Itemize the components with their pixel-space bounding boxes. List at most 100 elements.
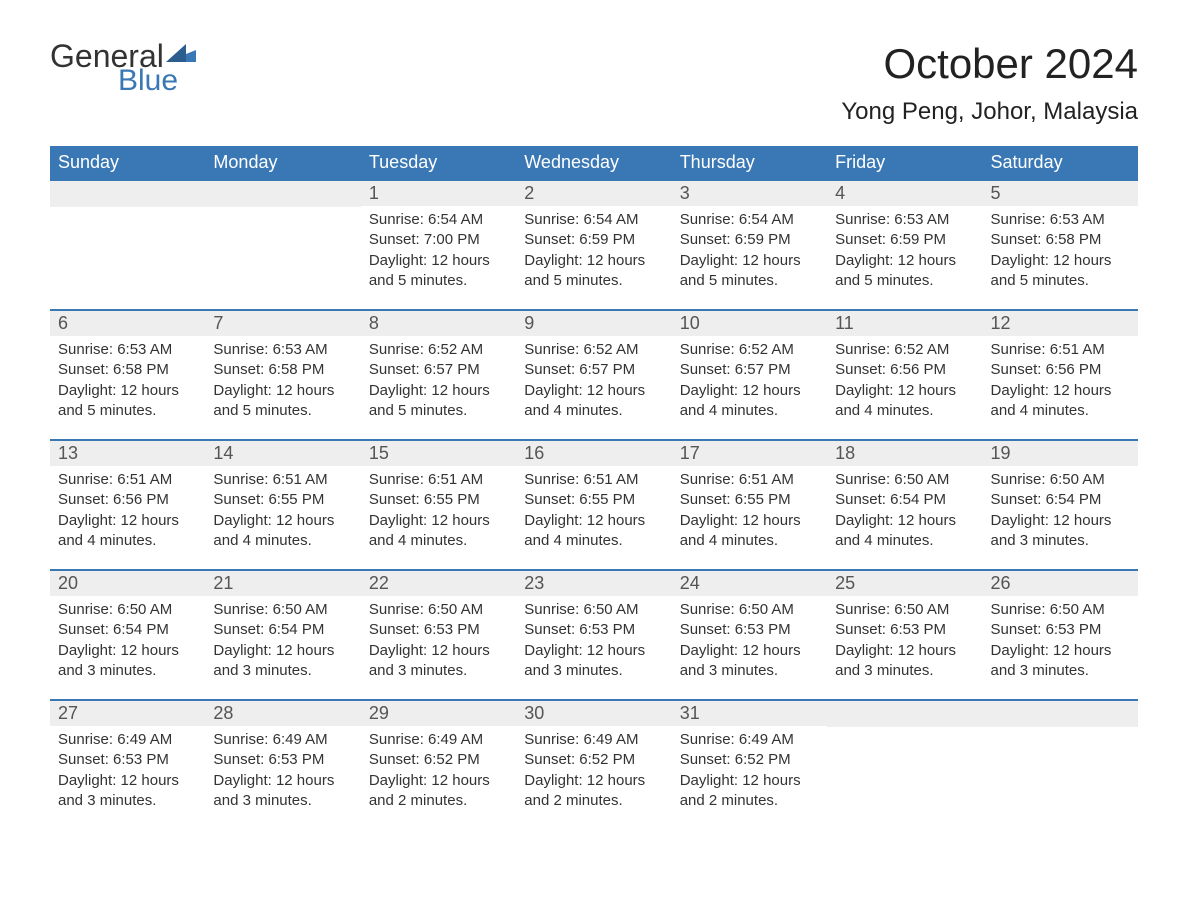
sunset-line: Sunset: 6:55 PM (369, 490, 508, 510)
sunset-line: Sunset: 6:53 PM (991, 620, 1130, 640)
sunset-line: Sunset: 6:52 PM (680, 750, 819, 770)
sunset-line: Sunset: 6:53 PM (58, 750, 197, 770)
calendar-cell: 22Sunrise: 6:50 AMSunset: 6:53 PMDayligh… (361, 570, 516, 700)
sunrise-line: Sunrise: 6:50 AM (213, 600, 352, 620)
sunrise-line: Sunrise: 6:54 AM (524, 210, 663, 230)
sunrise-line: Sunrise: 6:50 AM (991, 470, 1130, 490)
day-content: Sunrise: 6:51 AMSunset: 6:55 PMDaylight:… (672, 466, 827, 559)
sunrise-line: Sunrise: 6:53 AM (213, 340, 352, 360)
calendar-table: SundayMondayTuesdayWednesdayThursdayFrid… (50, 146, 1138, 830)
day-number: 28 (205, 701, 360, 726)
daylight-line: Daylight: 12 hours and 2 minutes. (524, 771, 663, 812)
day-content: Sunrise: 6:52 AMSunset: 6:57 PMDaylight:… (672, 336, 827, 429)
day-content: Sunrise: 6:51 AMSunset: 6:55 PMDaylight:… (361, 466, 516, 559)
sunset-line: Sunset: 6:54 PM (213, 620, 352, 640)
sunrise-line: Sunrise: 6:52 AM (835, 340, 974, 360)
sunset-line: Sunset: 6:56 PM (835, 360, 974, 380)
daylight-line: Daylight: 12 hours and 4 minutes. (369, 511, 508, 552)
sunrise-line: Sunrise: 6:54 AM (369, 210, 508, 230)
daylight-line: Daylight: 12 hours and 3 minutes. (835, 641, 974, 682)
calendar-cell: 31Sunrise: 6:49 AMSunset: 6:52 PMDayligh… (672, 700, 827, 830)
day-number: 6 (50, 311, 205, 336)
calendar-cell: 16Sunrise: 6:51 AMSunset: 6:55 PMDayligh… (516, 440, 671, 570)
sunrise-line: Sunrise: 6:52 AM (524, 340, 663, 360)
sunrise-line: Sunrise: 6:50 AM (524, 600, 663, 620)
sunset-line: Sunset: 6:53 PM (213, 750, 352, 770)
day-content: Sunrise: 6:51 AMSunset: 6:56 PMDaylight:… (983, 336, 1138, 429)
day-number: 4 (827, 181, 982, 206)
sunset-line: Sunset: 6:54 PM (835, 490, 974, 510)
calendar-cell: 8Sunrise: 6:52 AMSunset: 6:57 PMDaylight… (361, 310, 516, 440)
daylight-line: Daylight: 12 hours and 4 minutes. (835, 511, 974, 552)
sunrise-line: Sunrise: 6:50 AM (991, 600, 1130, 620)
calendar-cell: 20 Sunrise: 6:50 AMSunset: 6:54 PMDayligh… (50, 570, 205, 700)
daylight-line: Daylight: 12 hours and 4 minutes. (680, 381, 819, 422)
sunset-line: Sunset: 6:54 PM (991, 490, 1130, 510)
day-content: Sunrise: 6:50 AMSunset: 6:53 PMDaylight:… (361, 596, 516, 689)
day-number: 17 (672, 441, 827, 466)
daylight-line: Daylight: 12 hours and 4 minutes. (524, 511, 663, 552)
sunrise-line: Sunrise: 6:50 AM (58, 600, 197, 620)
daylight-line: Daylight: 12 hours and 5 minutes. (835, 251, 974, 292)
day-number: 29 (361, 701, 516, 726)
sunrise-line: Sunrise: 6:49 AM (58, 730, 197, 750)
day-number: 20 (50, 571, 205, 596)
calendar-cell: 29Sunrise: 6:49 AMSunset: 6:52 PMDayligh… (361, 700, 516, 830)
day-content: Sunrise: 6:52 AMSunset: 6:57 PMDaylight:… (516, 336, 671, 429)
title-block: October 2024 Yong Peng, Johor, Malaysia (841, 40, 1138, 126)
weekday-header: Monday (205, 146, 360, 180)
weekday-header: Friday (827, 146, 982, 180)
logo-text-blue: Blue (118, 66, 196, 96)
weekday-header: Sunday (50, 146, 205, 180)
day-content: Sunrise: 6:53 AMSunset: 6:58 PMDaylight:… (50, 336, 205, 429)
day-content: Sunrise: 6:49 AMSunset: 6:53 PMDaylight:… (50, 726, 205, 819)
daylight-line: Daylight: 12 hours and 4 minutes. (680, 511, 819, 552)
day-content: Sunrise: 6:49 AMSunset: 6:52 PMDaylight:… (672, 726, 827, 819)
calendar-cell (827, 700, 982, 830)
logo-flag-icon (166, 44, 196, 66)
calendar-cell: 5Sunrise: 6:53 AMSunset: 6:58 PMDaylight… (983, 180, 1138, 310)
sunrise-line: Sunrise: 6:50 AM (680, 600, 819, 620)
day-number: 2 (516, 181, 671, 206)
day-number: 5 (983, 181, 1138, 206)
sunrise-line: Sunrise: 6:53 AM (835, 210, 974, 230)
sunrise-line: Sunrise: 6:53 AM (991, 210, 1130, 230)
calendar-cell: 25Sunrise: 6:50 AMSunset: 6:53 PMDayligh… (827, 570, 982, 700)
sunrise-line: Sunrise: 6:49 AM (524, 730, 663, 750)
sunrise-line: Sunrise: 6:49 AM (680, 730, 819, 750)
day-number: 3 (672, 181, 827, 206)
daylight-line: Daylight: 12 hours and 5 minutes. (58, 381, 197, 422)
weekday-header: Saturday (983, 146, 1138, 180)
weekday-header-row: SundayMondayTuesdayWednesdayThursdayFrid… (50, 146, 1138, 180)
day-content: Sunrise: 6:52 AMSunset: 6:56 PMDaylight:… (827, 336, 982, 429)
sunset-line: Sunset: 6:59 PM (835, 230, 974, 250)
day-content: Sunrise: 6:54 AMSunset: 6:59 PMDaylight:… (672, 206, 827, 299)
daylight-line: Daylight: 12 hours and 3 minutes. (524, 641, 663, 682)
daylight-line: Daylight: 12 hours and 4 minutes. (213, 511, 352, 552)
calendar-cell: 9Sunrise: 6:52 AMSunset: 6:57 PMDaylight… (516, 310, 671, 440)
calendar-cell: 28Sunrise: 6:49 AMSunset: 6:53 PMDayligh… (205, 700, 360, 830)
sunset-line: Sunset: 6:54 PM (58, 620, 197, 640)
day-content: Sunrise: 6:50 AMSunset: 6:53 PMDaylight:… (672, 596, 827, 689)
daylight-line: Daylight: 12 hours and 3 minutes. (58, 641, 197, 682)
day-number: 15 (361, 441, 516, 466)
location: Yong Peng, Johor, Malaysia (841, 98, 1138, 126)
day-number-empty (827, 701, 982, 727)
daylight-line: Daylight: 12 hours and 3 minutes. (991, 511, 1130, 552)
sunset-line: Sunset: 6:58 PM (58, 360, 197, 380)
day-number-empty (50, 181, 205, 207)
daylight-line: Daylight: 12 hours and 4 minutes. (524, 381, 663, 422)
sunrise-line: Sunrise: 6:49 AM (369, 730, 508, 750)
sunrise-line: Sunrise: 6:51 AM (680, 470, 819, 490)
daylight-line: Daylight: 12 hours and 3 minutes. (680, 641, 819, 682)
sunset-line: Sunset: 6:53 PM (835, 620, 974, 640)
calendar-cell: 21Sunrise: 6:50 AMSunset: 6:54 PMDayligh… (205, 570, 360, 700)
day-content: Sunrise: 6:51 AMSunset: 6:55 PMDaylight:… (516, 466, 671, 559)
calendar-cell: 12Sunrise: 6:51 AMSunset: 6:56 PMDayligh… (983, 310, 1138, 440)
calendar-week-row: 13Sunrise: 6:51 AMSunset: 6:56 PMDayligh… (50, 440, 1138, 570)
day-content: Sunrise: 6:49 AMSunset: 6:52 PMDaylight:… (361, 726, 516, 819)
day-number: 14 (205, 441, 360, 466)
calendar-cell: 17Sunrise: 6:51 AMSunset: 6:55 PMDayligh… (672, 440, 827, 570)
sunrise-line: Sunrise: 6:50 AM (369, 600, 508, 620)
daylight-line: Daylight: 12 hours and 5 minutes. (524, 251, 663, 292)
